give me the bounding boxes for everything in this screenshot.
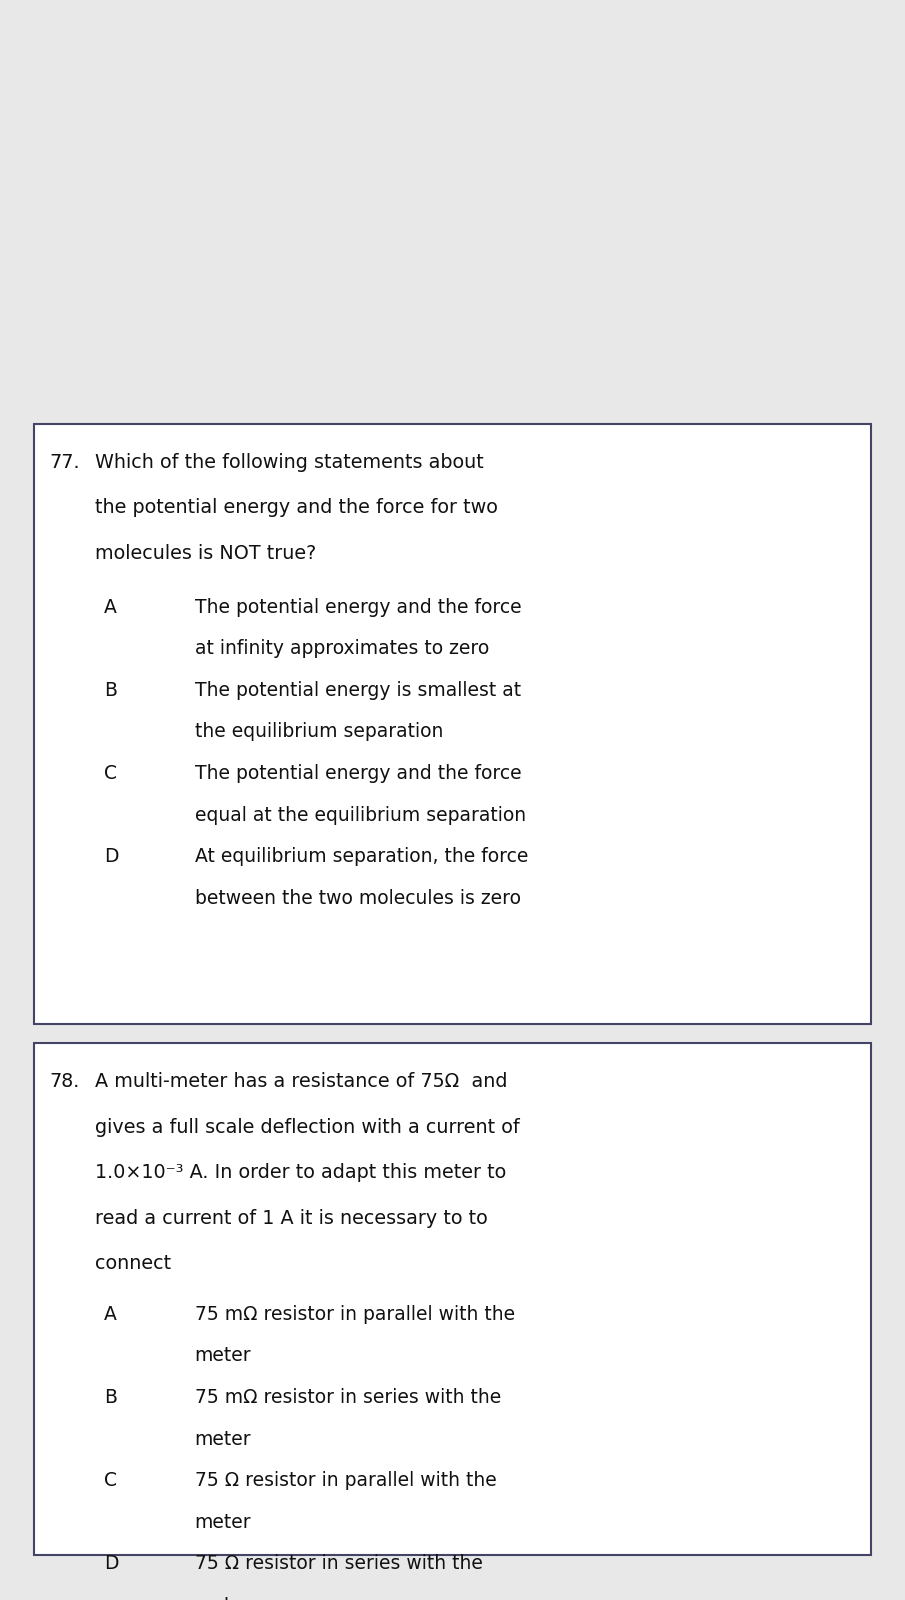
Text: A multi-meter has a resistance of 75Ω  and: A multi-meter has a resistance of 75Ω an… xyxy=(95,1072,508,1091)
Text: 78.: 78. xyxy=(50,1072,81,1091)
Text: The potential energy and the force: The potential energy and the force xyxy=(195,765,521,782)
Text: at infinity approximates to zero: at infinity approximates to zero xyxy=(195,638,489,658)
Text: read a current of 1 A it is necessary to to: read a current of 1 A it is necessary to… xyxy=(95,1210,488,1227)
Text: 75 mΩ resistor in parallel with the: 75 mΩ resistor in parallel with the xyxy=(195,1306,515,1323)
Text: meter: meter xyxy=(195,1347,252,1365)
Text: 75 Ω resistor in series with the: 75 Ω resistor in series with the xyxy=(195,1555,482,1573)
Text: the equilibrium separation: the equilibrium separation xyxy=(195,723,443,741)
Text: D: D xyxy=(104,848,119,866)
Text: B: B xyxy=(104,682,117,699)
Bar xyxy=(34,1043,871,1555)
Text: A: A xyxy=(104,1306,117,1323)
Text: 75 Ω resistor in parallel with the: 75 Ω resistor in parallel with the xyxy=(195,1472,496,1490)
Text: meter: meter xyxy=(195,1514,252,1531)
Text: C: C xyxy=(104,1472,117,1490)
Text: gives a full scale deflection with a current of: gives a full scale deflection with a cur… xyxy=(95,1117,519,1136)
Text: At equilibrium separation, the force: At equilibrium separation, the force xyxy=(195,848,528,866)
Text: 77.: 77. xyxy=(50,453,81,472)
Text: C: C xyxy=(104,765,117,782)
Text: meter: meter xyxy=(195,1430,252,1448)
Text: B: B xyxy=(104,1389,117,1406)
Text: connect: connect xyxy=(95,1254,171,1274)
Text: The potential energy is smallest at: The potential energy is smallest at xyxy=(195,682,520,699)
Text: 1.0×10⁻³ A. In order to adapt this meter to: 1.0×10⁻³ A. In order to adapt this meter… xyxy=(95,1163,506,1182)
Text: D: D xyxy=(104,1555,119,1573)
Text: molecules is NOT true?: molecules is NOT true? xyxy=(95,544,316,563)
Text: 75 mΩ resistor in series with the: 75 mΩ resistor in series with the xyxy=(195,1389,500,1406)
Text: The potential energy and the force: The potential energy and the force xyxy=(195,597,521,616)
Text: meter: meter xyxy=(195,1597,252,1600)
Text: Which of the following statements about: Which of the following statements about xyxy=(95,453,484,472)
Text: A: A xyxy=(104,597,117,616)
Text: the potential energy and the force for two: the potential energy and the force for t… xyxy=(95,499,498,517)
Bar xyxy=(34,424,871,1024)
Text: equal at the equilibrium separation: equal at the equilibrium separation xyxy=(195,806,526,824)
Text: between the two molecules is zero: between the two molecules is zero xyxy=(195,890,520,907)
